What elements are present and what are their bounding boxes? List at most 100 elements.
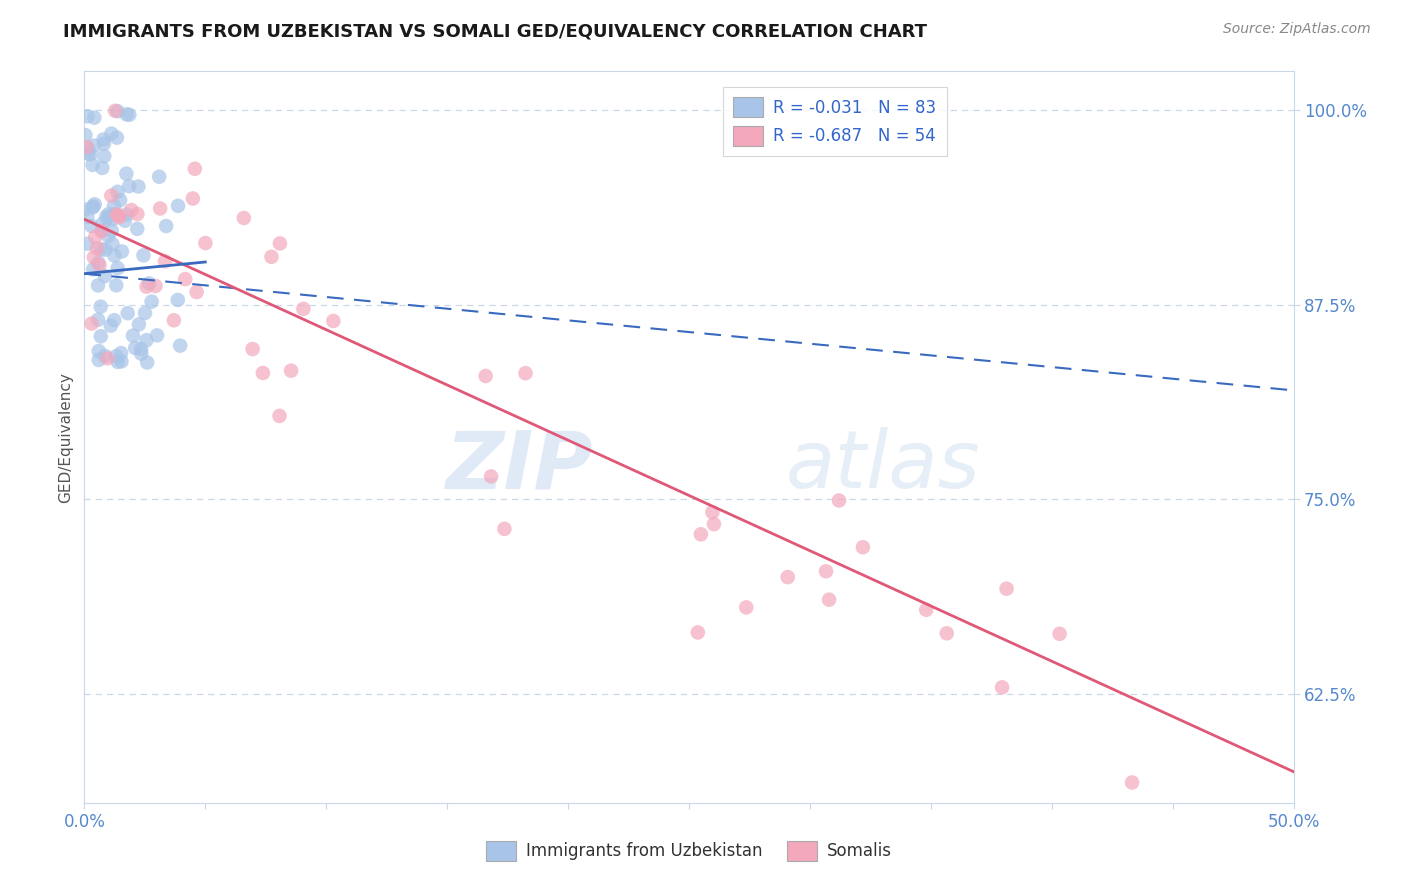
Point bbox=[118, 179, 141, 194]
Point bbox=[101, 237, 124, 252]
Point bbox=[232, 211, 254, 225]
Point bbox=[82, 201, 104, 215]
Point bbox=[94, 349, 117, 363]
Point bbox=[107, 104, 129, 119]
Point bbox=[169, 338, 191, 352]
Point bbox=[181, 192, 204, 206]
Point bbox=[148, 169, 170, 184]
Point bbox=[935, 626, 957, 640]
Point bbox=[103, 199, 125, 213]
Point bbox=[87, 278, 110, 293]
Point bbox=[155, 219, 177, 233]
Point bbox=[77, 142, 100, 156]
Point bbox=[107, 355, 129, 369]
Point bbox=[479, 469, 502, 483]
Point bbox=[100, 188, 122, 202]
Point bbox=[97, 207, 120, 221]
Point bbox=[107, 185, 129, 199]
Point bbox=[111, 244, 134, 259]
Point bbox=[292, 301, 315, 316]
Point bbox=[114, 213, 136, 227]
Point bbox=[128, 318, 150, 332]
Point bbox=[138, 277, 160, 291]
Point bbox=[100, 223, 122, 237]
Point bbox=[86, 241, 108, 255]
Point bbox=[96, 351, 118, 366]
Point bbox=[93, 149, 115, 163]
Point bbox=[686, 625, 709, 640]
Point bbox=[166, 293, 188, 307]
Point bbox=[280, 364, 302, 378]
Point bbox=[76, 109, 98, 123]
Point bbox=[100, 127, 122, 141]
Point bbox=[127, 207, 149, 221]
Point bbox=[174, 272, 197, 286]
Point bbox=[93, 132, 115, 146]
Point bbox=[97, 211, 120, 226]
Point bbox=[135, 333, 157, 347]
Point bbox=[474, 369, 496, 384]
Point bbox=[90, 243, 112, 257]
Point bbox=[77, 146, 100, 161]
Point bbox=[89, 258, 111, 272]
Point bbox=[163, 313, 186, 327]
Point bbox=[76, 236, 98, 251]
Point bbox=[124, 341, 146, 355]
Legend: Immigrants from Uzbekistan, Somalis: Immigrants from Uzbekistan, Somalis bbox=[479, 834, 898, 868]
Point bbox=[815, 564, 838, 578]
Point bbox=[110, 354, 132, 368]
Point bbox=[103, 313, 125, 327]
Point bbox=[108, 193, 131, 207]
Text: atlas: atlas bbox=[786, 427, 980, 506]
Point bbox=[91, 161, 114, 175]
Point bbox=[194, 235, 217, 250]
Point bbox=[83, 197, 105, 211]
Point bbox=[118, 108, 141, 122]
Point bbox=[104, 103, 127, 118]
Point bbox=[107, 261, 129, 276]
Point bbox=[269, 236, 291, 251]
Point bbox=[104, 207, 127, 221]
Point bbox=[117, 306, 139, 320]
Point bbox=[252, 366, 274, 380]
Point bbox=[75, 202, 97, 217]
Point bbox=[115, 207, 138, 221]
Point bbox=[75, 128, 97, 142]
Point bbox=[127, 222, 149, 236]
Point bbox=[90, 224, 112, 238]
Point bbox=[105, 130, 128, 145]
Point bbox=[96, 210, 118, 224]
Point bbox=[82, 158, 104, 172]
Point bbox=[702, 505, 724, 519]
Point bbox=[129, 347, 152, 361]
Point bbox=[76, 140, 98, 154]
Point bbox=[97, 229, 120, 244]
Point bbox=[87, 312, 110, 326]
Text: Source: ZipAtlas.com: Source: ZipAtlas.com bbox=[1223, 22, 1371, 37]
Point bbox=[735, 600, 758, 615]
Point bbox=[105, 278, 128, 293]
Point bbox=[107, 209, 129, 223]
Text: IMMIGRANTS FROM UZBEKISTAN VS SOMALI GED/EQUIVALENCY CORRELATION CHART: IMMIGRANTS FROM UZBEKISTAN VS SOMALI GED… bbox=[63, 22, 928, 40]
Point bbox=[120, 202, 142, 217]
Point bbox=[153, 254, 176, 268]
Point bbox=[87, 256, 110, 270]
Point bbox=[105, 207, 128, 221]
Point bbox=[122, 328, 145, 343]
Point bbox=[494, 522, 516, 536]
Point bbox=[90, 224, 112, 238]
Point bbox=[84, 230, 107, 244]
Point bbox=[100, 318, 122, 333]
Point bbox=[915, 603, 938, 617]
Point bbox=[141, 294, 163, 309]
Point bbox=[80, 317, 103, 331]
Point bbox=[134, 306, 156, 320]
Point bbox=[108, 211, 131, 225]
Point bbox=[83, 251, 105, 265]
Point bbox=[83, 111, 105, 125]
Point bbox=[515, 366, 537, 380]
Point bbox=[322, 314, 344, 328]
Point bbox=[186, 285, 208, 299]
Point bbox=[135, 279, 157, 293]
Point bbox=[90, 300, 112, 314]
